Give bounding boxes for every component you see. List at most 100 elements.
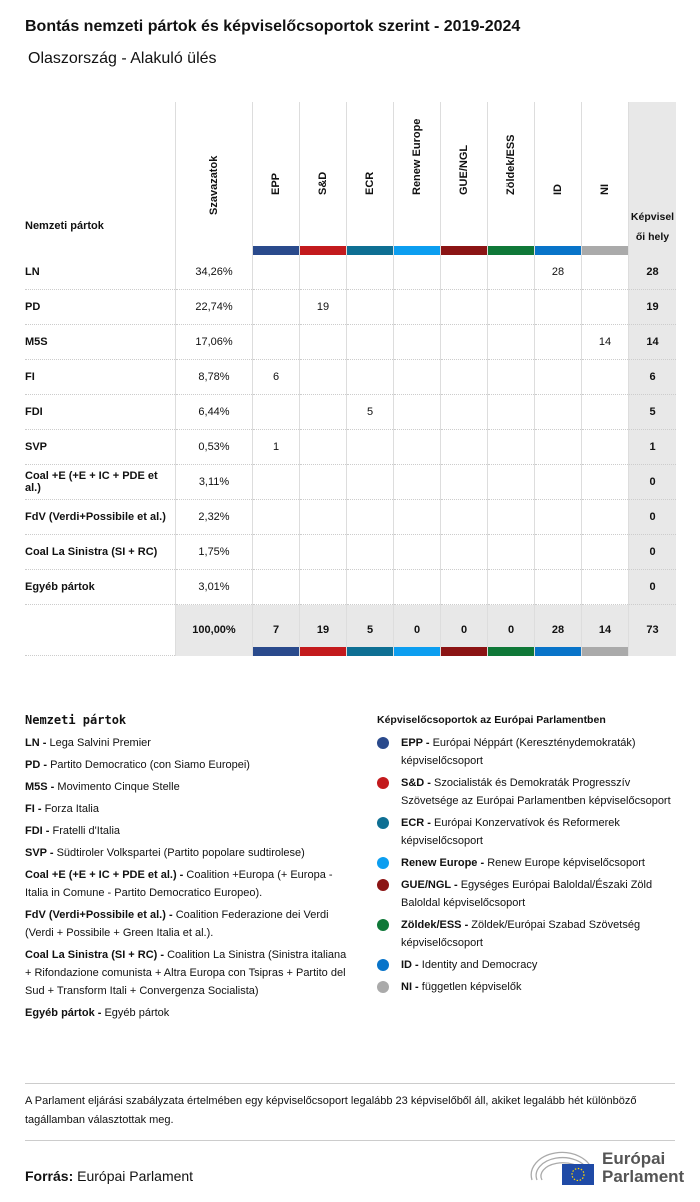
- legend-item: Coal La Sinistra (SI + RC) - Coalition L…: [25, 949, 347, 997]
- legend-item: LN - Lega Salvini Premier: [25, 737, 151, 749]
- party-name: M5S: [25, 324, 176, 360]
- seat-cell: [346, 359, 394, 395]
- group-total: 5: [346, 604, 394, 656]
- seat-cell: [581, 464, 629, 500]
- header-seats: Képviselői hely: [628, 102, 676, 255]
- header-group-id: ID: [534, 102, 582, 255]
- seat-cell: [393, 499, 441, 535]
- group-color-bar: [582, 646, 628, 656]
- table-row: Egyéb pártok 3,01% 0: [25, 569, 676, 605]
- seat-cell: [252, 324, 300, 360]
- group-total: 7: [252, 604, 300, 656]
- seat-cell: [299, 394, 347, 430]
- votes: 3,01%: [175, 569, 253, 605]
- seat-cell: [487, 499, 535, 535]
- seat-cell: [440, 429, 488, 465]
- table-row: M5S 17,06% 14 14: [25, 324, 676, 360]
- seat-cell: 5: [346, 394, 394, 430]
- seat-cell: [487, 394, 535, 430]
- seat-cell: [252, 534, 300, 570]
- seat-cell: [534, 534, 582, 570]
- seat-cell: [252, 499, 300, 535]
- seat-cell: [393, 429, 441, 465]
- group-color-bar: [253, 246, 299, 255]
- seat-cell: [581, 569, 629, 605]
- hemicycle-icon: [530, 1151, 594, 1185]
- seat-cell: [299, 359, 347, 395]
- seat-total: 28: [628, 255, 676, 290]
- group-color-bar: [394, 646, 440, 656]
- group-color-bar: [347, 246, 393, 255]
- seat-total: 19: [628, 289, 676, 325]
- seat-cell: [534, 464, 582, 500]
- legend-item: ECR - Európai Konzervatívok és Reformere…: [377, 814, 677, 850]
- seat-cell: [487, 289, 535, 325]
- group-color-bar: [582, 246, 628, 255]
- group-color-bar: [488, 646, 534, 656]
- seat-cell: [581, 429, 629, 465]
- seat-cell: [440, 534, 488, 570]
- color-dot-icon: [377, 959, 389, 971]
- table-row: FI 8,78% 6 6: [25, 359, 676, 395]
- legend-national-parties: Nemzeti pártok LN - Lega Salvini Premier…: [25, 709, 355, 1026]
- grand-total: 73: [628, 604, 676, 656]
- votes: 22,74%: [175, 289, 253, 325]
- color-dot-icon: [377, 919, 389, 931]
- seat-cell: [534, 569, 582, 605]
- legend-item: Zöldek/ESS - Zöldek/Európai Szabad Szöve…: [377, 916, 677, 952]
- group-total: 14: [581, 604, 629, 656]
- legend-item: Coal +E (+E + IC + PDE et al.) - Coaliti…: [25, 869, 333, 899]
- legend-title: Képviselőcsoportok az Európai Parlamentb…: [377, 714, 606, 726]
- seat-cell: [440, 289, 488, 325]
- table-row: FDI 6,44% 5 5: [25, 394, 676, 430]
- seat-cell: 28: [534, 255, 582, 290]
- seat-cell: [393, 289, 441, 325]
- group-color-bar: [347, 646, 393, 656]
- seat-cell: [346, 499, 394, 535]
- seat-cell: [534, 394, 582, 430]
- seat-total: 0: [628, 464, 676, 500]
- seat-cell: [252, 289, 300, 325]
- header-group-ecr: ECR: [346, 102, 394, 255]
- seat-cell: [440, 569, 488, 605]
- seat-cell: [252, 255, 300, 290]
- votes-total: 100,00%: [175, 604, 253, 656]
- seat-cell: [534, 429, 582, 465]
- group-color-bar: [394, 246, 440, 255]
- seat-cell: [299, 534, 347, 570]
- legend-title: Nemzeti pártok: [25, 713, 127, 727]
- seat-cell: [534, 289, 582, 325]
- table-row: LN 34,26% 28 28: [25, 255, 676, 290]
- table-row: PD 22,74% 19 19: [25, 289, 676, 325]
- table-row: Coal La Sinistra (SI + RC) 1,75% 0: [25, 534, 676, 570]
- legend-item: Renew Europe - Renew Europe képviselőcso…: [377, 854, 677, 872]
- legend-item: M5S - Movimento Cinque Stelle: [25, 781, 180, 793]
- subtitle: Olaszország - Alakuló ülés: [28, 50, 217, 67]
- seat-cell: [299, 324, 347, 360]
- legend-item: EPP - Európai Néppárt (Kereszténydemokra…: [377, 734, 677, 770]
- seat-cell: [299, 499, 347, 535]
- party-name: Egyéb pártok: [25, 569, 176, 605]
- seat-cell: [440, 394, 488, 430]
- table-row: FdV (Verdi+Possibile et al.) 2,32% 0: [25, 499, 676, 535]
- party-name: LN: [25, 255, 176, 290]
- source: Forrás: Európai Parlament: [25, 1168, 194, 1184]
- seat-cell: [393, 359, 441, 395]
- table-row: Coal +E (+E + IC + PDE et al.) 3,11% 0: [25, 464, 676, 500]
- totals-row: 100,00% 7 19 5 0 0 0 28 14 73: [25, 604, 676, 656]
- seat-cell: [346, 534, 394, 570]
- group-color-bar: [488, 246, 534, 255]
- legend-item: PD - Partito Democratico (con Siamo Euro…: [25, 759, 250, 771]
- header-group-z-ldek-ess: Zöldek/ESS: [487, 102, 535, 255]
- party-name: Coal +E (+E + IC + PDE et al.): [25, 464, 176, 500]
- votes: 6,44%: [175, 394, 253, 430]
- group-color-bar: [535, 646, 581, 656]
- party-name: FDI: [25, 394, 176, 430]
- party-name: PD: [25, 289, 176, 325]
- results-table: Nemzeti pártok Szavazatok EPP S&D ECR Renew…: [25, 102, 676, 656]
- seat-cell: [252, 464, 300, 500]
- votes: 17,06%: [175, 324, 253, 360]
- seat-cell: [487, 429, 535, 465]
- votes: 3,11%: [175, 464, 253, 500]
- legend-groups: Képviselőcsoportok az Európai Parlamentb…: [377, 709, 677, 1000]
